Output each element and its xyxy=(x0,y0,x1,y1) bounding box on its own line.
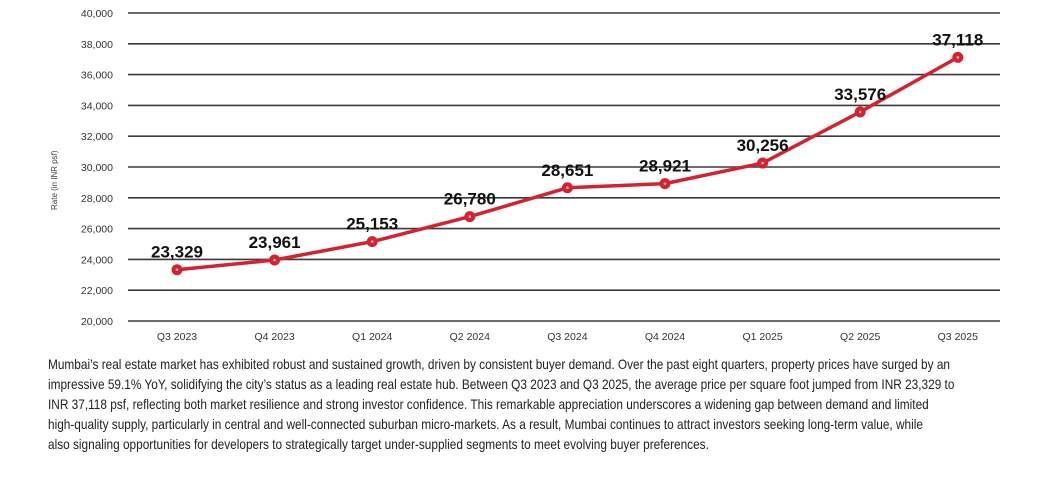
x-tick-label: Q1 2024 xyxy=(352,331,392,343)
y-tick-label: 30,000 xyxy=(81,162,113,174)
data-label: 28,921 xyxy=(639,157,691,176)
x-tick-label: Q3 2025 xyxy=(938,331,978,343)
x-tick-label: Q1 2025 xyxy=(742,331,782,343)
x-tick-label: Q3 2024 xyxy=(547,331,587,343)
y-tick-label: 20,000 xyxy=(81,316,113,328)
paragraph-line: Mumbai’s real estate market has exhibite… xyxy=(48,356,950,372)
data-point-center xyxy=(663,182,667,185)
y-tick-label: 28,000 xyxy=(81,193,113,205)
y-tick-label: 32,000 xyxy=(81,131,113,143)
data-label: 23,961 xyxy=(249,233,301,252)
x-axis-ticks: Q3 2023 Q4 2023 Q1 2024 Q2 2024 Q3 2024 Q4 20… xyxy=(157,331,978,343)
data-point-center xyxy=(175,268,179,272)
paragraph-line: also signaling opportunities for develop… xyxy=(48,436,709,452)
y-tick-label: 22,000 xyxy=(81,285,113,297)
paragraph-line: high-quality supply, particularly in cen… xyxy=(48,416,923,432)
price-trend-chart: 20,000 22,000 24,000 26,000 28,000 30,000 32,0… xyxy=(50,8,1000,343)
x-tick-label: Q4 2024 xyxy=(645,331,685,343)
data-label: 30,256 xyxy=(737,136,789,155)
data-point-center xyxy=(566,186,569,190)
y-axis-ticks: 20,000 22,000 24,000 26,000 28,000 30,000 32,0… xyxy=(81,8,113,328)
data-point-center xyxy=(273,258,276,262)
x-tick-label: Q3 2023 xyxy=(157,331,197,343)
paragraph-line: INR 37,118 psf, reflecting both market r… xyxy=(48,396,929,412)
data-point-center xyxy=(370,240,374,243)
y-tick-label: 36,000 xyxy=(81,70,113,82)
y-tick-label: 40,000 xyxy=(81,8,113,20)
x-tick-label: Q4 2023 xyxy=(254,331,294,343)
data-point-center xyxy=(858,110,862,114)
data-points xyxy=(171,51,964,276)
data-point-center xyxy=(468,215,472,218)
y-tick-label: 34,000 xyxy=(81,100,113,112)
data-labels: 23,329 23,961 25,153 26,780 28,651 28,921 30,2… xyxy=(151,30,983,261)
data-label: 25,153 xyxy=(346,215,398,234)
data-point-center xyxy=(956,56,960,59)
x-tick-label: Q2 2024 xyxy=(450,331,490,343)
data-label: 37,118 xyxy=(932,30,983,49)
y-tick-label: 24,000 xyxy=(81,254,113,266)
data-label: 33,576 xyxy=(834,85,886,104)
y-axis-label: Rate (in INR psf) xyxy=(50,150,59,210)
paragraph-line: impressive 59.1% YoY, solidifying the ci… xyxy=(48,376,955,392)
data-label: 26,780 xyxy=(444,190,496,209)
description-paragraph: Mumbai’s real estate market has exhibite… xyxy=(48,354,1057,454)
data-point-center xyxy=(761,161,764,165)
data-label: 28,651 xyxy=(541,161,593,180)
y-tick-label: 26,000 xyxy=(81,224,113,236)
x-tick-label: Q2 2025 xyxy=(840,331,880,343)
y-tick-label: 38,000 xyxy=(81,39,113,51)
data-label: 23,329 xyxy=(151,243,203,262)
